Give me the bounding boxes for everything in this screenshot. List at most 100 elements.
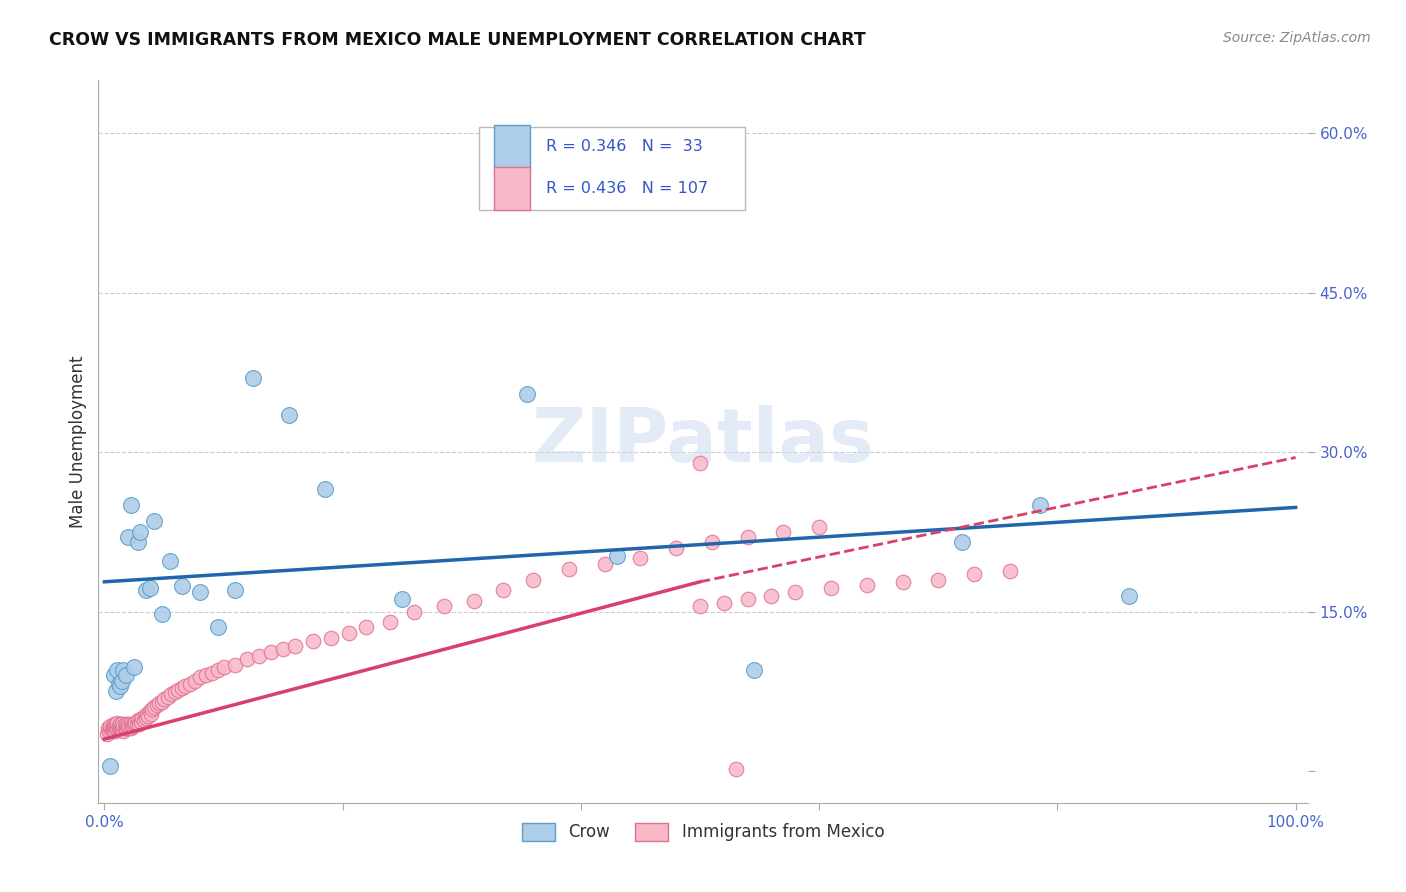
Point — [114, 668, 136, 682]
Point — [103, 717, 125, 731]
Text: R = 0.346   N =  33: R = 0.346 N = 33 — [546, 139, 703, 154]
FancyBboxPatch shape — [479, 128, 745, 211]
Text: R = 0.436   N = 107: R = 0.436 N = 107 — [546, 181, 709, 196]
Point — [121, 719, 143, 733]
Point — [927, 573, 949, 587]
Point — [492, 583, 515, 598]
Point — [134, 708, 156, 723]
Point — [463, 594, 485, 608]
Y-axis label: Male Unemployment: Male Unemployment — [69, 355, 87, 528]
Point — [808, 519, 831, 533]
Point — [356, 620, 378, 634]
Point — [558, 562, 581, 576]
Text: CROW VS IMMIGRANTS FROM MEXICO MALE UNEMPLOYMENT CORRELATION CHART: CROW VS IMMIGRANTS FROM MEXICO MALE UNEM… — [49, 31, 866, 49]
Point — [742, 663, 765, 677]
Point — [108, 679, 131, 693]
Point — [156, 690, 179, 704]
Point — [319, 631, 342, 645]
Point — [105, 717, 128, 731]
Point — [242, 371, 264, 385]
Point — [139, 706, 162, 721]
Legend: Crow, Immigrants from Mexico: Crow, Immigrants from Mexico — [522, 822, 884, 841]
Point — [260, 645, 283, 659]
Point — [105, 684, 128, 698]
Point — [1118, 589, 1140, 603]
Point — [98, 722, 121, 736]
Point — [124, 716, 146, 731]
Point — [120, 722, 142, 736]
Point — [138, 708, 160, 723]
Point — [522, 573, 544, 587]
Point — [160, 687, 183, 701]
Point — [97, 722, 120, 736]
Point — [98, 723, 121, 738]
Point — [200, 666, 222, 681]
Point — [111, 717, 134, 731]
Point — [98, 758, 121, 772]
Point — [700, 535, 723, 549]
Point — [120, 498, 142, 512]
Point — [724, 762, 747, 776]
Point — [737, 530, 759, 544]
Point — [122, 719, 145, 733]
Point — [224, 583, 246, 598]
Point — [122, 717, 145, 731]
Point — [104, 719, 127, 733]
Point — [761, 589, 783, 603]
Point — [516, 386, 538, 401]
Point — [163, 685, 186, 699]
Point — [136, 706, 159, 721]
Point — [112, 719, 135, 733]
Text: Source: ZipAtlas.com: Source: ZipAtlas.com — [1223, 31, 1371, 45]
Point — [118, 719, 141, 733]
Point — [131, 711, 153, 725]
Point — [593, 557, 616, 571]
Point — [856, 578, 879, 592]
Point — [101, 719, 124, 733]
Point — [105, 722, 128, 736]
Point — [284, 639, 307, 653]
Point — [184, 673, 207, 688]
Point — [120, 717, 142, 731]
Point — [104, 723, 127, 738]
FancyBboxPatch shape — [494, 125, 530, 169]
Point — [114, 722, 136, 736]
Point — [820, 581, 842, 595]
Point — [143, 514, 166, 528]
Point — [107, 719, 129, 733]
Point — [150, 695, 173, 709]
Point — [146, 698, 169, 712]
Point — [188, 670, 211, 684]
Point — [128, 717, 150, 731]
Point — [665, 541, 688, 555]
Point — [207, 663, 229, 677]
Point — [224, 657, 246, 672]
Point — [141, 702, 163, 716]
Point — [785, 585, 807, 599]
Point — [132, 713, 155, 727]
Point — [391, 591, 413, 606]
Point — [188, 585, 211, 599]
Point — [135, 711, 157, 725]
Point — [689, 599, 711, 614]
Point — [194, 668, 217, 682]
Point — [630, 551, 652, 566]
Point — [170, 681, 193, 695]
Point — [1028, 498, 1050, 512]
Point — [114, 722, 136, 736]
Point — [998, 564, 1021, 578]
Point — [114, 717, 136, 731]
Point — [150, 607, 173, 621]
Point — [148, 696, 170, 710]
Point — [689, 456, 711, 470]
Text: ZIPatlas: ZIPatlas — [531, 405, 875, 478]
Point — [138, 581, 160, 595]
Point — [107, 663, 129, 677]
Point — [606, 549, 628, 564]
Point — [107, 722, 129, 736]
Point — [236, 652, 259, 666]
Point — [129, 713, 152, 727]
Point — [179, 677, 201, 691]
Point — [117, 722, 139, 736]
Point — [111, 722, 134, 736]
